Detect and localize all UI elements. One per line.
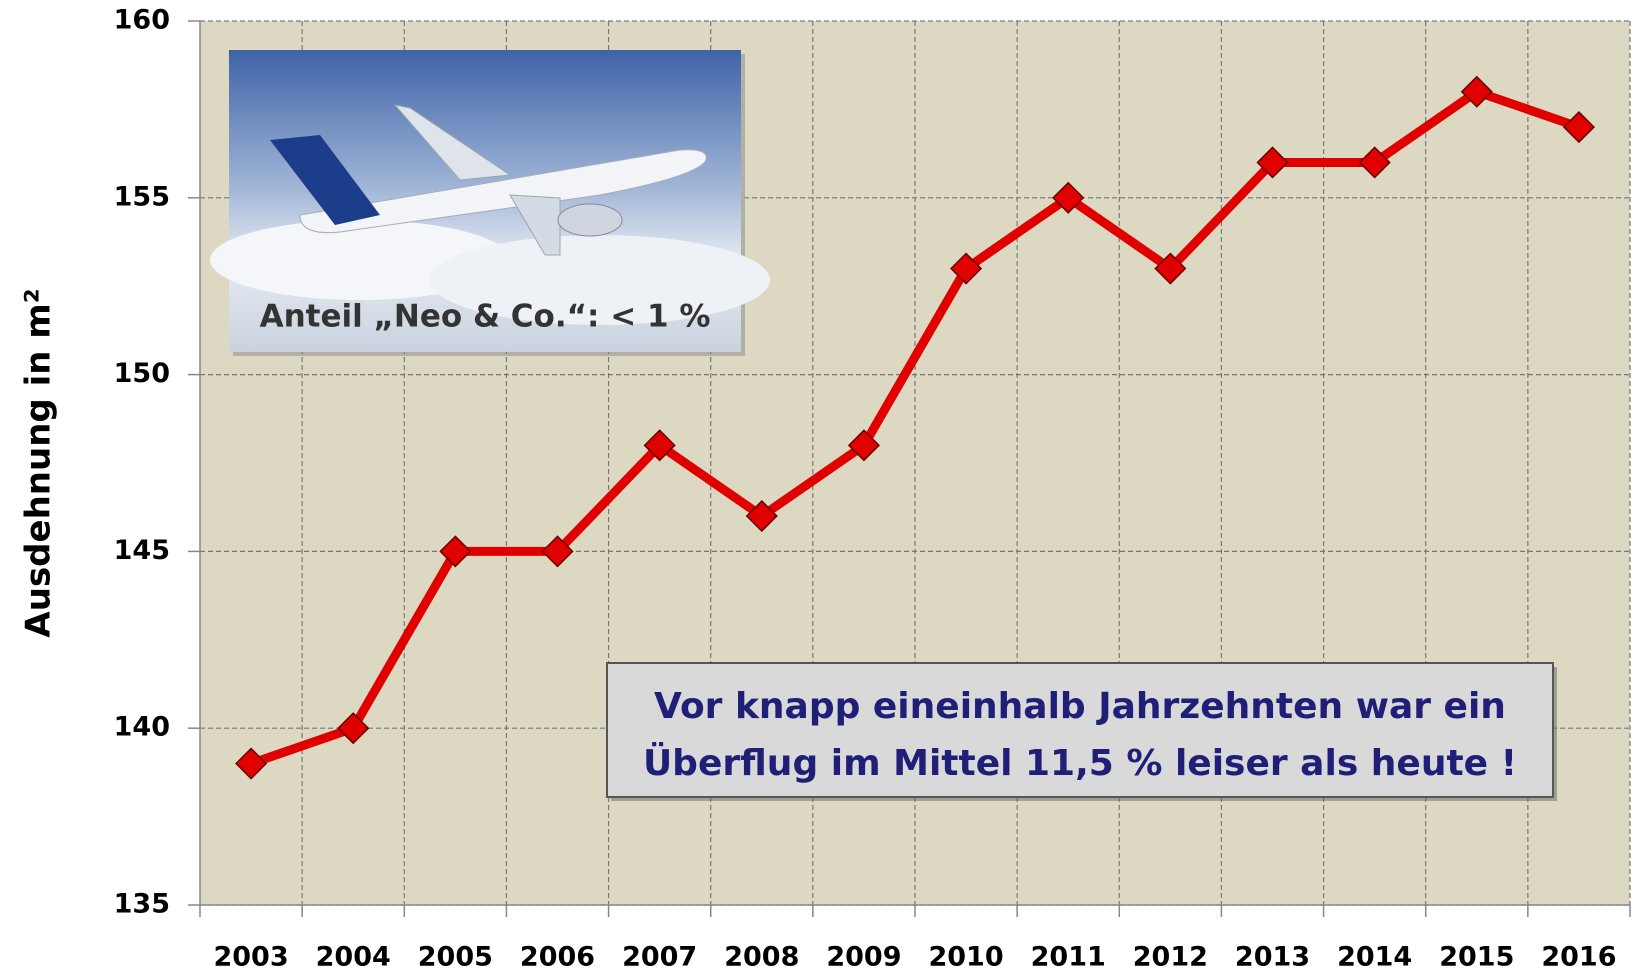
image-caption: Anteil „Neo & Co.“: < 1 % [260,299,711,335]
data-point [541,535,574,568]
y-tick-label: 140 [114,712,170,743]
x-tick-label: 2015 [1439,942,1514,973]
data-point [643,429,676,462]
data-point [1052,181,1085,214]
annotation-box [606,662,1554,798]
x-tick-label: 2006 [520,942,595,973]
x-tick-label: 2005 [418,942,493,973]
y-tick-label: 145 [114,535,170,566]
x-tick-label: 2004 [316,942,391,973]
cloud [430,235,770,325]
annotation-line: Überflug im Mittel 11,5 % leiser als heu… [643,742,1517,784]
x-tick-label: 2009 [826,942,901,973]
y-tick-label: 155 [114,181,170,212]
plane-tail [270,135,380,225]
x-tick-label: 2007 [622,942,697,973]
data-point [337,712,370,745]
data-point [1562,111,1595,144]
y-tick-label: 160 [114,5,170,36]
data-point [439,535,472,568]
data-point [847,429,880,462]
x-tick-label: 2016 [1541,942,1616,973]
x-tick-label: 2013 [1235,942,1310,973]
y-axis-title: Ausdehnung in m² [19,288,59,637]
plane-engine [557,203,623,237]
series-line [249,87,1581,768]
data-point [1256,146,1289,179]
data-point [745,499,778,533]
y-tick-label: 135 [114,889,170,920]
plane-wing [509,194,561,256]
data-point [235,747,268,780]
plane-wing [393,104,512,181]
data-point [950,252,983,285]
x-tick-label: 2012 [1133,942,1208,973]
data-point [1154,252,1187,285]
annotation-line: Vor knapp eineinhalb Jahrzehnten war ein [654,686,1506,727]
data-point [1460,75,1493,108]
x-tick-label: 2010 [928,942,1003,973]
image-inset: Anteil „Neo & Co.“: < 1 % [210,50,770,356]
x-tick-label: 2014 [1337,942,1412,973]
y-tick-label: 150 [114,358,170,389]
plane-fuselage [299,149,707,234]
x-tick-label: 2011 [1031,942,1106,973]
x-tick-label: 2008 [724,942,799,973]
data-point [1358,146,1391,179]
x-tick-label: 2003 [213,942,288,973]
